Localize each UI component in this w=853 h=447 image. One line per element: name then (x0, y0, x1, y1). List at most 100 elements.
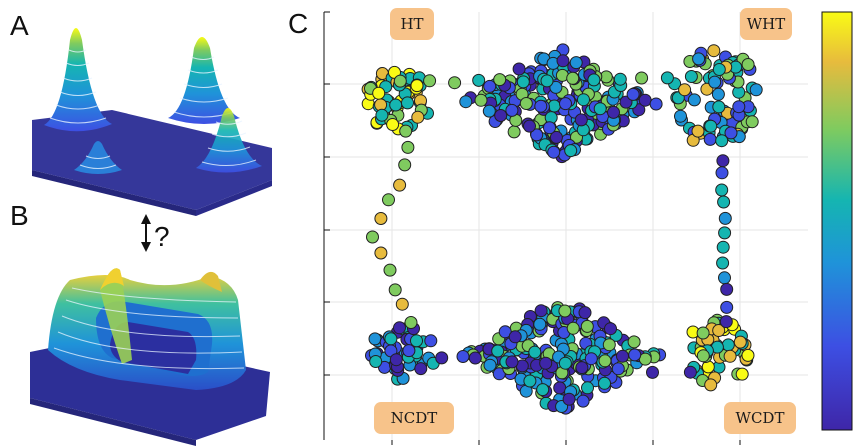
scatter-point (553, 381, 567, 395)
scatter-point (404, 316, 418, 329)
scatter-point (708, 75, 722, 89)
scatter-point (474, 93, 488, 107)
scatter-point (703, 132, 717, 146)
scatter-point (512, 62, 526, 76)
scatter-point (638, 93, 652, 107)
scatter-point (598, 376, 611, 390)
panel-c-plot: HT WHT NCDT WCDT (323, 8, 853, 445)
scatter-point (530, 128, 544, 142)
scatter-point (393, 74, 407, 88)
tag-wcdt-text: WCDT (736, 409, 785, 427)
colorbar (821, 11, 853, 431)
panel-a-label: A (10, 10, 29, 41)
scatter-point (456, 350, 470, 363)
scatter-point (566, 321, 580, 335)
double-arrow-icon (141, 214, 151, 252)
panel-c-label: C (288, 8, 309, 39)
scatter-point (472, 73, 486, 87)
scatter-point (704, 119, 718, 133)
scatter-point (369, 355, 383, 368)
scatter-point (389, 98, 403, 112)
scatter-point (574, 113, 588, 127)
scatter-point (556, 54, 570, 68)
scatter-point (539, 356, 553, 370)
scatter-point (717, 195, 731, 209)
scatter-point (523, 374, 537, 388)
scatter-point (549, 130, 563, 144)
scatter-point (733, 335, 747, 349)
scatter-point (749, 83, 763, 97)
scatter-point (711, 87, 725, 101)
scatter-point (398, 158, 412, 172)
scatter-point (401, 96, 414, 110)
scatter-point (558, 356, 572, 370)
scatter-point (627, 335, 641, 349)
scatter-point (723, 349, 737, 363)
tag-wht-text: WHT (747, 15, 786, 33)
scatter-point (389, 353, 403, 367)
scatter-point (584, 352, 598, 366)
scatter-point (374, 246, 388, 260)
tag-wcdt: WCDT (724, 402, 796, 434)
scatter-point (593, 102, 607, 116)
scatter-point (716, 240, 730, 254)
scatter-point (732, 100, 746, 114)
ring-basin (110, 322, 197, 374)
scatter-point (687, 93, 701, 107)
tag-ncdt: NCDT (374, 402, 454, 434)
scatter-point (402, 344, 416, 358)
scatter-point (505, 103, 519, 117)
scatter-point (448, 76, 462, 90)
scatter-point (613, 72, 627, 86)
scatter-point (741, 58, 755, 71)
tag-ht-text: HT (400, 15, 423, 33)
scatter-point (459, 95, 473, 109)
x-axis-ticks (391, 440, 741, 445)
scatter-point (707, 44, 721, 58)
scatter-point (393, 321, 406, 335)
scatter-point (635, 71, 649, 85)
scatter-point (616, 349, 629, 363)
scatter-point (411, 110, 425, 124)
scatter-point (528, 345, 542, 359)
scatter-point (507, 125, 521, 139)
scatter-point (607, 105, 620, 119)
scatter-point (735, 367, 749, 381)
scatter-point (580, 319, 594, 333)
scatter-point (562, 392, 576, 406)
tag-ncdt-text: NCDT (391, 409, 438, 427)
scatter-point (691, 124, 705, 138)
scatter-point (628, 348, 642, 362)
scatter-point (564, 144, 578, 158)
scatter-point (491, 344, 505, 358)
scatter-point (581, 381, 594, 395)
scatter-point (696, 326, 710, 340)
scatter-point (724, 126, 738, 140)
scatter-points (361, 43, 763, 415)
scatter-point (559, 97, 572, 111)
scatter-point (423, 74, 437, 88)
scatter-point (604, 322, 617, 336)
tag-ht: HT (390, 8, 434, 40)
scatter-point (483, 79, 497, 93)
scatter-point (718, 211, 732, 225)
scatter-point (626, 87, 640, 101)
scatter-point (741, 348, 755, 362)
panel-a-surface (32, 28, 272, 216)
scatter-point (393, 178, 407, 192)
scatter-point (712, 100, 726, 114)
scatter-point (533, 317, 547, 331)
scatter-point (395, 297, 409, 311)
scatter-point (435, 351, 449, 365)
scatter-point (558, 304, 572, 318)
scatter-point (704, 378, 718, 392)
peak-medium-right (196, 108, 262, 173)
scatter-point (410, 79, 424, 93)
scatter-point (384, 332, 398, 346)
scatter-point (716, 256, 730, 270)
scatter-point (602, 338, 616, 352)
scatter-point (368, 332, 382, 346)
ring-ridge (100, 268, 132, 364)
panel-b-surface (30, 268, 270, 446)
